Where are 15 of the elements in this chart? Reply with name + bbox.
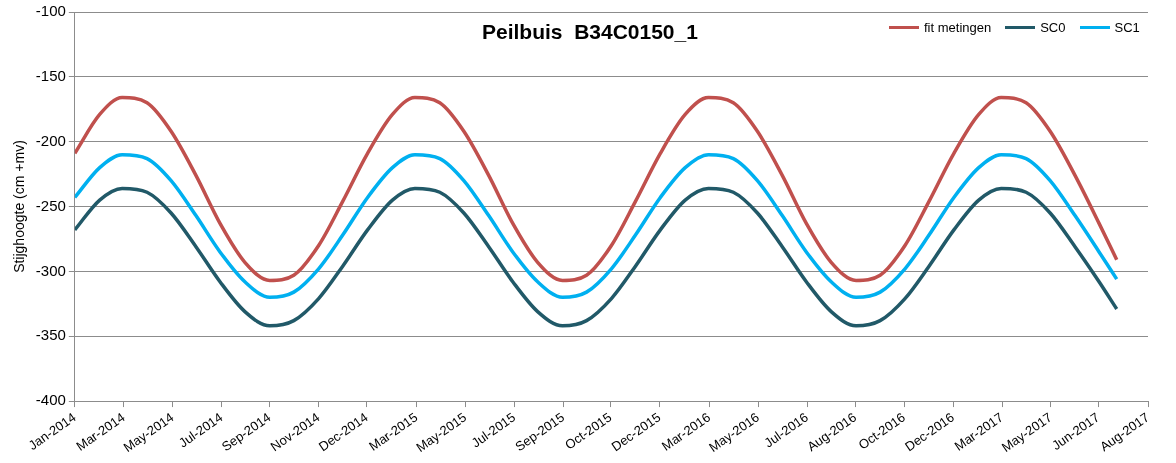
line-series	[74, 186, 1119, 328]
chart-title: Peilbuis B34C0150_1	[481, 20, 698, 44]
y-tick-label: -300	[35, 261, 66, 279]
legend-label: SC0	[1040, 20, 1066, 35]
line-series	[74, 152, 1119, 300]
y-tick-label: -400	[35, 391, 66, 409]
line-series	[74, 95, 1119, 283]
y-tick-label: -100	[35, 2, 66, 20]
y-axis-title: Stijghoogte (cm +mv)	[11, 140, 28, 273]
y-tick-label: -150	[35, 66, 66, 84]
legend-label: fit metingen	[924, 20, 992, 35]
y-tick-label: -250	[35, 196, 66, 214]
y-tick-label: -200	[35, 131, 66, 149]
y-tick-label: -350	[35, 326, 66, 344]
legend-label: SC1	[1114, 20, 1140, 35]
